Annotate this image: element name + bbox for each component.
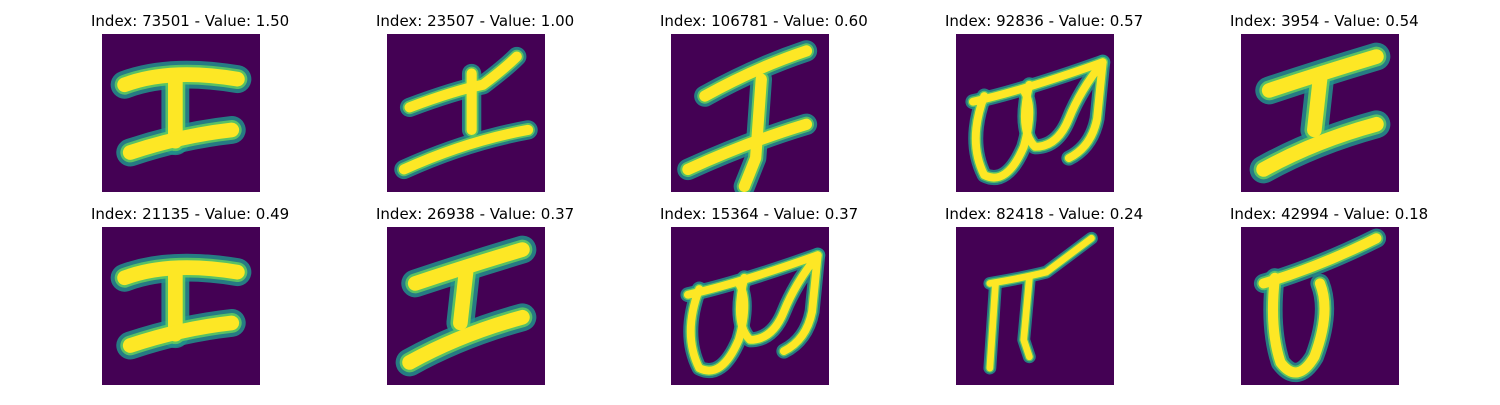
character-image [956,34,1114,192]
character-glyph [394,46,538,180]
image-panel: Index: 15364 - Value: 0.37 [660,205,859,405]
image-panel: Index: 106781 - Value: 0.60 [660,12,868,212]
character-image [956,227,1114,385]
character-glyph [677,40,818,192]
image-panel: Index: 21135 - Value: 0.49 [91,205,290,405]
character-image [387,34,545,192]
character-image [387,227,545,385]
glyph-stroke [1267,272,1330,378]
panel-title: Index: 26938 - Value: 0.37 [376,205,575,223]
panel-title: Index: 3954 - Value: 0.54 [1230,12,1419,30]
glyph-stroke [986,234,1095,287]
image-panel: Index: 26938 - Value: 0.37 [376,205,575,405]
image-panel: Index: 42994 - Value: 0.18 [1230,205,1429,405]
character-image [671,227,829,385]
glyph-stroke [686,279,749,375]
glyph-stroke [398,124,534,175]
glyph-stroke [122,315,240,353]
panel-title: Index: 23507 - Value: 1.00 [376,12,575,30]
panel-title: Index: 106781 - Value: 0.60 [660,12,868,30]
panel-title: Index: 21135 - Value: 0.49 [91,205,290,223]
glyph-stroke [986,280,999,372]
glyph-stroke [738,73,767,192]
glyph-stroke [122,122,240,160]
character-glyph [110,253,252,360]
panel-title: Index: 15364 - Value: 0.37 [660,205,859,223]
glyph-stroke [404,51,522,113]
character-glyph [1253,228,1387,382]
glyph-stroke [735,251,822,356]
image-panel: Index: 3954 - Value: 0.54 [1230,12,1419,212]
image-panel: Index: 92836 - Value: 0.57 [945,12,1144,212]
panel-title: Index: 42994 - Value: 0.18 [1230,205,1429,223]
glyph-stroke [1020,58,1107,163]
panel-title: Index: 82418 - Value: 0.24 [945,205,1144,223]
character-glyph [965,54,1111,186]
glyph-stroke [699,45,813,102]
glyph-stroke [453,264,474,331]
glyph-stroke [682,118,813,176]
character-glyph [395,235,537,377]
panel-title: Index: 92836 - Value: 0.57 [945,12,1144,30]
image-panel: Index: 73501 - Value: 1.50 [91,12,290,212]
glyph-stroke [1307,71,1328,138]
glyph-stroke [402,309,530,370]
character-image [1241,227,1399,385]
panel-title: Index: 73501 - Value: 1.50 [91,12,290,30]
character-image [1241,34,1399,192]
character-glyph [983,231,1098,375]
glyph-stroke [1256,116,1384,177]
image-panel: Index: 82418 - Value: 0.24 [945,205,1144,405]
character-glyph [110,60,252,167]
character-glyph [1249,42,1391,184]
character-image [102,34,260,192]
character-glyph [680,247,826,379]
character-image [671,34,829,192]
character-image [102,227,260,385]
glyph-stroke [971,86,1034,182]
image-panel: Index: 23507 - Value: 1.00 [376,12,575,212]
glyph-stroke [1020,274,1033,361]
